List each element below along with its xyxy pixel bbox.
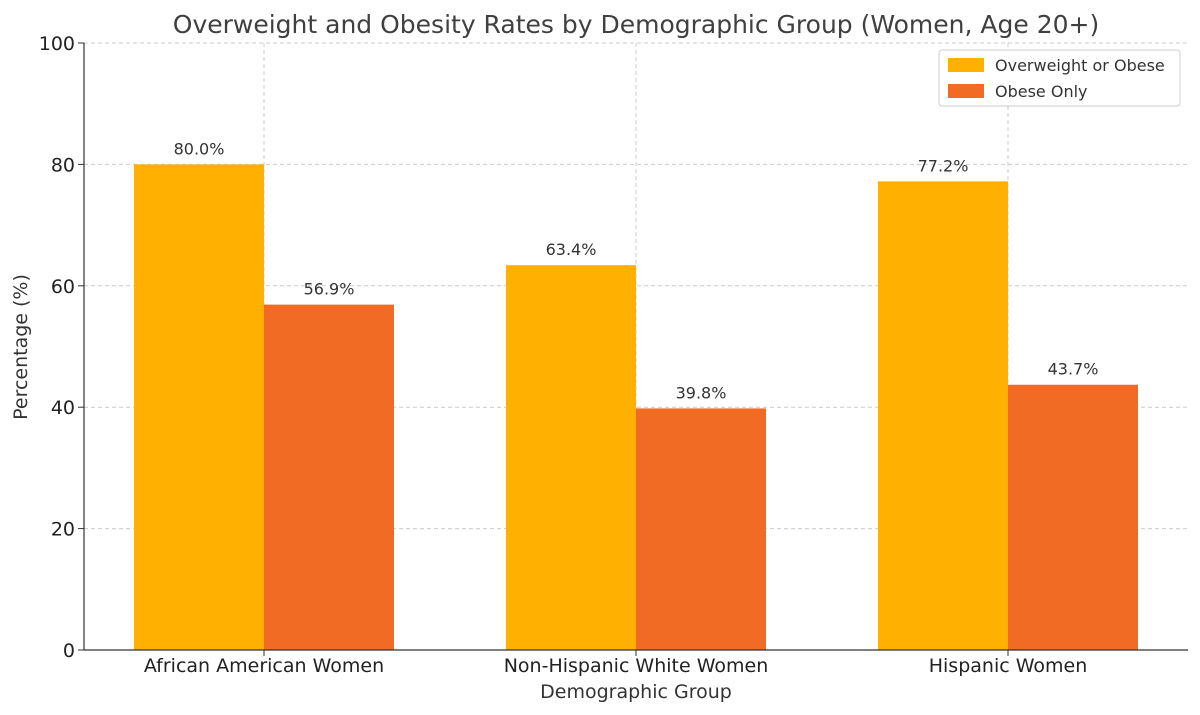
y-tick-label: 80 (51, 154, 75, 176)
bar-overweight-or-obese (878, 181, 1008, 650)
bar-obese-only (636, 408, 766, 650)
bar-value-label: 63.4% (546, 240, 597, 259)
bar-value-label: 43.7% (1048, 360, 1099, 379)
bars-layer (134, 164, 1138, 650)
x-axis-title: Demographic Group (540, 681, 732, 703)
y-tick-label: 40 (51, 397, 75, 419)
axes-layer: 0 20 40 60 80 100 African American Women Non-Hi… (39, 33, 1188, 677)
bar-overweight-or-obese (134, 164, 264, 650)
y-tick-label: 60 (51, 276, 75, 298)
x-tick-label: Non-Hispanic White Women (504, 655, 769, 677)
y-tick-label: 20 (51, 519, 75, 541)
bar-value-label: 56.9% (304, 280, 355, 299)
y-tick-label: 0 (63, 640, 75, 662)
legend-swatch (948, 58, 984, 72)
x-tick-label: African American Women (144, 655, 384, 677)
bar-value-label: 80.0% (174, 139, 225, 158)
x-tick-label: Hispanic Women (929, 655, 1088, 677)
legend-frame (938, 49, 1181, 107)
data-labels-layer: 80.0% 63.4% 77.2% 56.9% 39.8% 43.7% (174, 139, 1099, 402)
legend-label: Overweight or Obese (995, 56, 1165, 75)
legend-swatch (948, 84, 984, 98)
bar-value-label: 77.2% (918, 156, 969, 175)
y-axis-title: Percentage (%) (10, 274, 32, 420)
y-tick-label: 100 (39, 33, 75, 55)
bar-obese-only (264, 304, 394, 650)
bar-value-label: 39.8% (676, 383, 727, 402)
bar-overweight-or-obese (506, 265, 636, 650)
bar-obese-only (1008, 384, 1138, 650)
legend: Overweight or Obese Obese Only (938, 49, 1181, 107)
chart-title: Overweight and Obesity Rates by Demograp… (173, 10, 1099, 39)
legend-label: Obese Only (995, 82, 1088, 101)
